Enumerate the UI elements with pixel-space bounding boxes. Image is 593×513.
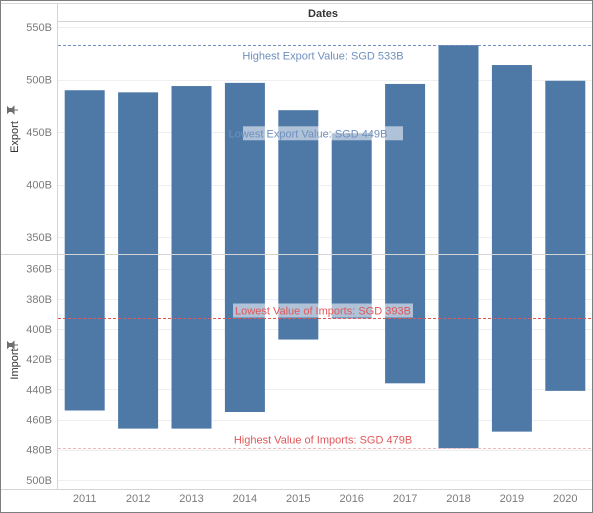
- x-tick-label: 2012: [126, 493, 150, 505]
- import-tick-label: 440B: [26, 384, 52, 396]
- import-tick-label: 360B: [26, 264, 52, 276]
- import-bar-2012[interactable]: [118, 255, 159, 429]
- x-tick-label: 2020: [553, 493, 577, 505]
- x-tick-label: 2015: [286, 493, 310, 505]
- import-tick-label: 420B: [26, 354, 52, 366]
- export-bar-2014[interactable]: [224, 82, 265, 255]
- x-tick-label: 2014: [233, 493, 257, 505]
- export-bar-2020[interactable]: [545, 80, 586, 255]
- lowest-export-label: Lowest Export Value: SGD 449B: [229, 128, 388, 140]
- highest-import-label: Highest Value of Imports: SGD 479B: [234, 435, 412, 447]
- x-tick-label: 2013: [179, 493, 203, 505]
- import-bar-2019[interactable]: [491, 255, 532, 432]
- import-tick-label: 480B: [26, 445, 52, 457]
- import-bar-2015[interactable]: [278, 255, 319, 340]
- x-tick-label: 2019: [500, 493, 524, 505]
- export-bar-2012[interactable]: [118, 92, 159, 254]
- import-bar-2011[interactable]: [64, 255, 105, 411]
- lowest-export-label-background: [243, 126, 403, 141]
- export-bars: [64, 45, 586, 255]
- export-bar-2016[interactable]: [331, 133, 372, 254]
- export-bar-2013[interactable]: [171, 86, 212, 255]
- export-bar-2019[interactable]: [491, 65, 532, 254]
- x-axis-labels: 2011 2012 2013 2014 2015 2016 2017 2018 2019 2020: [73, 493, 578, 505]
- export-bar-2017[interactable]: [385, 83, 426, 255]
- import-tick-label: 500B: [26, 475, 52, 487]
- lowest-import-label: Lowest Value of Imports: SGD 393B: [235, 306, 411, 318]
- pin-icon: [7, 105, 18, 115]
- export-tick-label: 550B: [26, 22, 52, 34]
- export-axis-title: Export: [9, 121, 21, 153]
- export-tick-label: 400B: [26, 180, 52, 192]
- import-axis-title: Import: [9, 348, 21, 379]
- import-bars: [64, 255, 586, 449]
- import-tick-label: 400B: [26, 324, 52, 336]
- export-tick-label: 450B: [26, 127, 52, 139]
- x-tick-label: 2016: [339, 493, 363, 505]
- import-bar-2018[interactable]: [438, 255, 479, 449]
- export-tick-label: 500B: [26, 75, 52, 87]
- import-bar-2020[interactable]: [545, 255, 586, 391]
- export-tick-label: 350B: [26, 232, 52, 244]
- lowest-import-label-background: [233, 303, 413, 318]
- x-tick-label: 2017: [393, 493, 417, 505]
- import-tick-labels: 360B 380B 400B 420B 440B 460B 480B 500B: [26, 264, 52, 487]
- import-bar-2013[interactable]: [171, 255, 212, 429]
- import-tick-label: 380B: [26, 294, 52, 306]
- import-panel: 360B 380B 400B 420B 440B 460B 480B 500B Lowest …: [7, 255, 592, 487]
- export-bar-2011[interactable]: [64, 90, 105, 254]
- export-tick-labels: 350B 400B 450B 500B 550B: [26, 22, 52, 244]
- highest-export-label: Highest Export Value: SGD 533B: [242, 51, 403, 63]
- x-tick-label: 2011: [73, 493, 97, 505]
- import-bar-2017[interactable]: [385, 255, 426, 384]
- import-bar-2014[interactable]: [224, 255, 265, 413]
- column-header: Dates: [308, 8, 338, 20]
- export-panel: 350B 400B 450B 500B 550B Highest Export Valu…: [7, 22, 592, 255]
- pin-icon: [7, 340, 18, 350]
- x-tick-label: 2018: [446, 493, 470, 505]
- export-bar-2018[interactable]: [438, 45, 479, 254]
- import-tick-label: 460B: [26, 415, 52, 427]
